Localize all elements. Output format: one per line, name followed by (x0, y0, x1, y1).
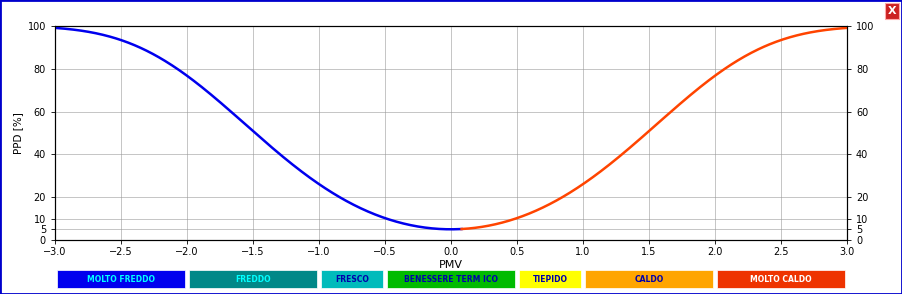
Y-axis label: PPD [%]: PPD [%] (14, 112, 23, 154)
Bar (57, 270, 185, 288)
X-axis label: PMV: PMV (439, 260, 463, 270)
Bar (387, 270, 515, 288)
Text: FRESCO: FRESCO (335, 275, 369, 283)
Bar (519, 270, 581, 288)
Text: CALDO: CALDO (634, 275, 664, 283)
Bar (717, 270, 845, 288)
Bar (584, 270, 713, 288)
Text: BENESSERE TERM ICO: BENESSERE TERM ICO (404, 275, 498, 283)
Bar (189, 270, 318, 288)
Text: X: X (888, 6, 897, 16)
Text: TIEPIDO: TIEPIDO (532, 275, 567, 283)
Text: MOLTO FREDDO: MOLTO FREDDO (87, 275, 155, 283)
Text: Grafico PMV - PPD: Grafico PMV - PPD (11, 4, 139, 18)
Text: MOLTO CALDO: MOLTO CALDO (750, 275, 812, 283)
Bar (321, 270, 383, 288)
Text: FREDDO: FREDDO (235, 275, 271, 283)
